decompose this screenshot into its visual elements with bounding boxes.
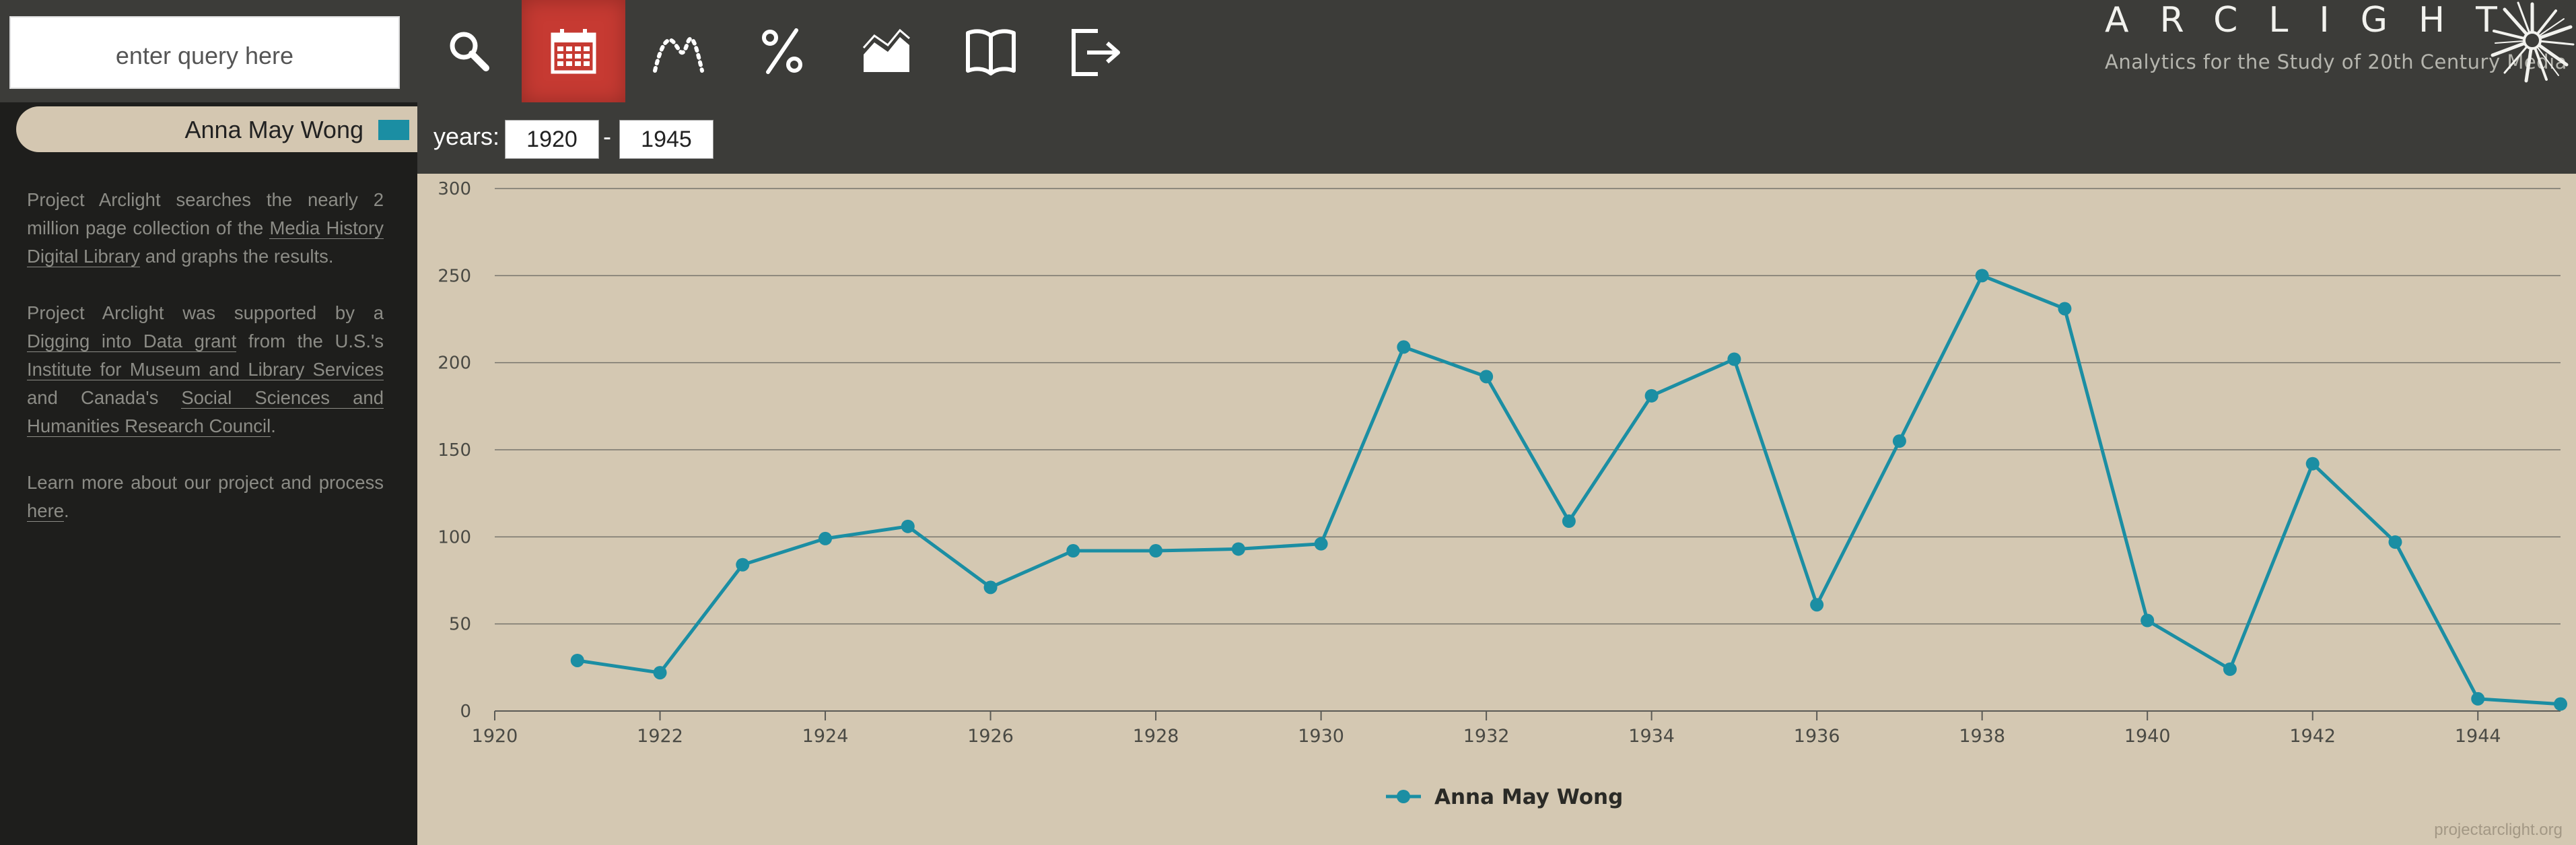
x-tick-label: 1934 (1628, 726, 1675, 747)
data-point (2223, 662, 2237, 676)
x-tick-label: 1920 (472, 726, 518, 747)
about-paragraph-2: Project Arclight was supported by a Digg… (27, 299, 384, 440)
y-tick-label: 100 (438, 527, 471, 547)
y-tick-label: 300 (438, 179, 471, 199)
search-input[interactable] (9, 16, 400, 89)
about-text-span: and graphs the results. (140, 246, 334, 267)
about-text-span: . (271, 415, 276, 436)
about-text-span: and Canada's (27, 387, 182, 408)
export-button[interactable] (1043, 0, 1147, 102)
arclight-logo: ARCLIGHT Analytics for the Study of 20th… (2105, 0, 2576, 102)
logo-title: ARCLIGHT (2105, 0, 2528, 40)
x-tick-label: 1932 (1463, 726, 1510, 747)
dotted-curve-icon (653, 36, 704, 73)
x-tick-label: 1930 (1298, 726, 1344, 747)
area-chart-button[interactable] (835, 0, 938, 102)
calendar-icon (551, 29, 596, 74)
search-button[interactable] (417, 0, 521, 102)
legend-marker (1397, 790, 1410, 803)
y-tick-label: 150 (438, 440, 471, 461)
site-credit: projectarclight.org (2434, 821, 2563, 839)
export-icon (1072, 29, 1120, 76)
y-tick-label: 0 (460, 702, 471, 722)
about-text-span: from the U.S.'s (236, 331, 384, 351)
about-text-span: Learn more about our project and process (27, 472, 384, 493)
query-term-pill[interactable]: Anna May Wong (16, 106, 417, 152)
data-point (2140, 613, 2155, 628)
x-tick-label: 1936 (1794, 726, 1840, 747)
data-point (1066, 544, 1080, 558)
y-tick-label: 200 (438, 353, 471, 374)
data-point (1892, 434, 1906, 448)
search-icon (450, 32, 489, 71)
data-point (1562, 514, 1576, 529)
logo-subtitle: Analytics for the Study of 20th Century … (2105, 50, 2567, 73)
query-color-swatch[interactable] (378, 120, 409, 140)
data-point (983, 580, 998, 595)
data-point (2058, 302, 2072, 316)
x-tick-label: 1924 (802, 726, 849, 747)
data-point (1397, 340, 1411, 354)
data-point (1727, 352, 1741, 366)
chart-area: 0 50 100 150 200 250 300 1920 1922 1924 1926 1928 19… (417, 174, 2576, 845)
y-tick-label: 50 (449, 615, 471, 635)
imls-link[interactable]: Institute for Museum and Library Service… (27, 359, 384, 380)
data-point (819, 531, 833, 545)
about-text: Project Arclight searches the nearly 2 m… (27, 186, 384, 553)
data-point (1975, 269, 1989, 283)
query-term-label: Anna May Wong (184, 116, 363, 143)
x-tick-label: 1926 (967, 726, 1014, 747)
data-point (1480, 370, 1494, 384)
about-text-span: Project Arclight searches the nearly 2 m… (27, 189, 384, 238)
y-tick-label: 250 (438, 266, 471, 286)
series-line (577, 273, 2561, 706)
top-toolbar: ARCLIGHT Analytics for the Study of 20th… (0, 0, 2576, 102)
data-point (2554, 697, 2567, 711)
data-point (2388, 535, 2402, 549)
open-book-icon (966, 29, 1016, 75)
mhdl-link[interactable]: Media History Digital Library (27, 217, 384, 267)
x-tick-label: 1940 (2124, 726, 2171, 747)
start-year-input[interactable] (505, 120, 599, 159)
data-point (1231, 542, 1245, 556)
legend-label: Anna May Wong (1434, 785, 1623, 809)
end-year-input[interactable] (619, 120, 713, 159)
data-point (653, 666, 667, 680)
read-button[interactable] (939, 0, 1043, 102)
sidebar: Anna May Wong Project Arclight searches … (0, 102, 417, 845)
sshrc-link[interactable]: Social Sciences and Humanities Research … (27, 387, 384, 437)
timeline-button[interactable] (522, 0, 625, 102)
area-chart-icon (862, 28, 910, 72)
scatter-button[interactable] (626, 0, 730, 102)
percent-button[interactable] (730, 0, 834, 102)
data-point (1149, 544, 1163, 558)
data-point (570, 653, 584, 667)
x-tick-label: 1928 (1133, 726, 1179, 747)
year-separator: - (603, 123, 611, 150)
line-chart: 0 50 100 150 200 250 300 1920 1922 1924 1926 1928 19… (438, 179, 2567, 809)
data-point (1810, 598, 1824, 612)
x-tick-label: 1944 (2455, 726, 2501, 747)
data-point (1314, 537, 1328, 551)
about-text-span: Project Arclight was supported by a (27, 302, 384, 323)
arc-burst-icon (2491, 1, 2575, 83)
learn-more-link[interactable]: here (27, 500, 65, 522)
years-label: years: (433, 123, 500, 150)
year-range-bar: years: - (417, 102, 2576, 174)
x-tick-label: 1938 (1959, 726, 2005, 747)
data-point (1644, 388, 1659, 403)
x-tick-label: 1942 (2289, 726, 2336, 747)
data-point (901, 519, 915, 533)
data-point (2305, 457, 2320, 471)
data-point (736, 557, 750, 572)
percent-icon (762, 28, 802, 74)
about-paragraph-3: Learn more about our project and process… (27, 469, 384, 525)
data-point (2471, 691, 2485, 706)
about-paragraph-1: Project Arclight searches the nearly 2 m… (27, 186, 384, 271)
digging-grant-link[interactable]: Digging into Data grant (27, 331, 237, 352)
about-text-span: . (64, 500, 69, 521)
x-tick-label: 1922 (637, 726, 683, 747)
